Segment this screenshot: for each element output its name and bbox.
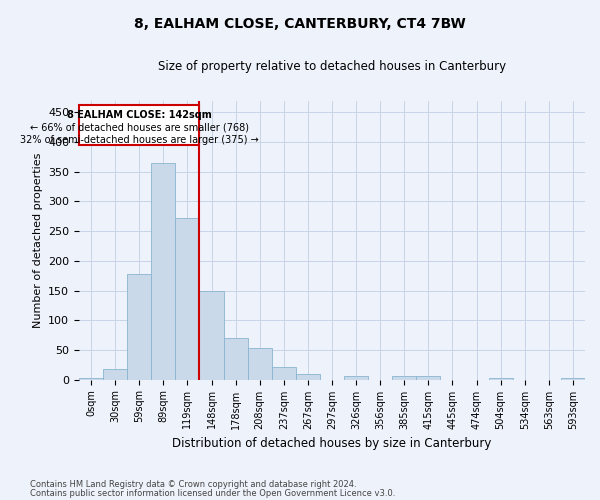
Bar	[79, 378, 103, 380]
Bar	[103, 370, 127, 380]
Y-axis label: Number of detached properties: Number of detached properties	[32, 152, 43, 328]
Bar	[344, 376, 368, 380]
Text: Contains HM Land Registry data © Crown copyright and database right 2024.: Contains HM Land Registry data © Crown c…	[30, 480, 356, 489]
Bar	[488, 378, 513, 380]
Bar	[248, 348, 272, 380]
FancyBboxPatch shape	[79, 106, 199, 145]
Bar	[296, 374, 320, 380]
Text: 32% of semi-detached houses are larger (375) →: 32% of semi-detached houses are larger (…	[20, 135, 259, 145]
Text: 8, EALHAM CLOSE, CANTERBURY, CT4 7BW: 8, EALHAM CLOSE, CANTERBURY, CT4 7BW	[134, 18, 466, 32]
Bar	[392, 376, 416, 380]
Bar	[224, 338, 248, 380]
Text: Contains public sector information licensed under the Open Government Licence v3: Contains public sector information licen…	[30, 488, 395, 498]
X-axis label: Distribution of detached houses by size in Canterbury: Distribution of detached houses by size …	[172, 437, 491, 450]
Bar	[272, 366, 296, 380]
Bar	[175, 218, 199, 380]
Bar	[416, 376, 440, 380]
Bar	[127, 274, 151, 380]
Bar	[561, 378, 585, 380]
Bar	[199, 290, 224, 380]
Bar	[151, 164, 175, 380]
Text: 8 EALHAM CLOSE: 142sqm: 8 EALHAM CLOSE: 142sqm	[67, 110, 212, 120]
Text: ← 66% of detached houses are smaller (768): ← 66% of detached houses are smaller (76…	[30, 122, 249, 132]
Title: Size of property relative to detached houses in Canterbury: Size of property relative to detached ho…	[158, 60, 506, 73]
